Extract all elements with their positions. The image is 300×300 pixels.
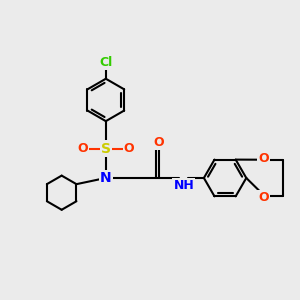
Text: O: O	[258, 191, 269, 204]
Text: S: S	[101, 142, 111, 155]
Text: N: N	[100, 171, 112, 185]
Text: NH: NH	[173, 179, 194, 192]
Text: O: O	[77, 142, 88, 155]
Text: O: O	[154, 136, 164, 149]
Text: Cl: Cl	[99, 56, 112, 69]
Text: O: O	[124, 142, 134, 155]
Text: O: O	[258, 152, 269, 165]
